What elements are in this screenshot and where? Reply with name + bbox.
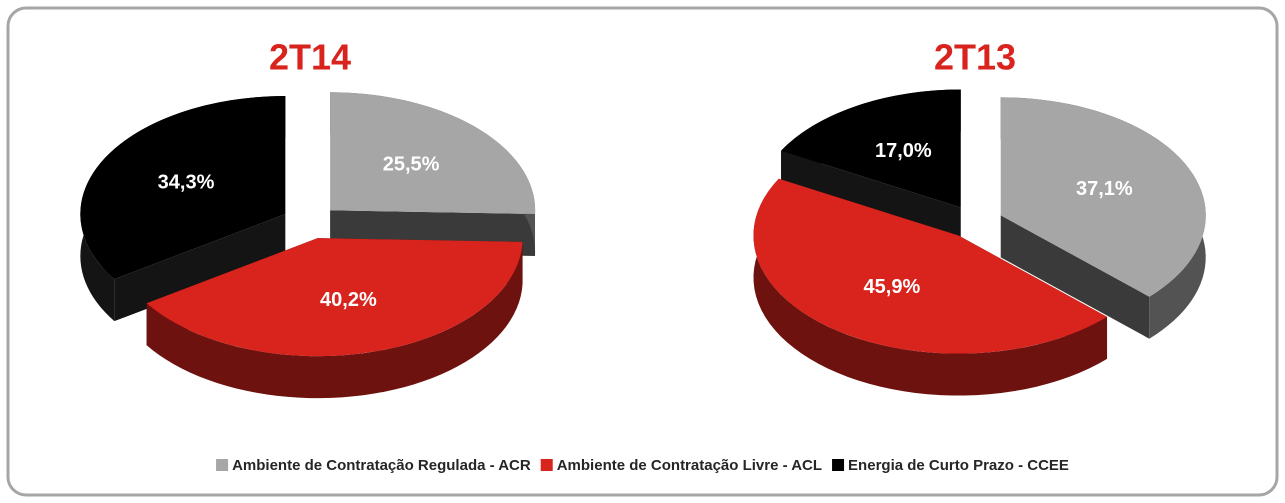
chart-title: 2T13 [934, 37, 1016, 78]
slice-rim [146, 241, 523, 399]
legend-label: Ambiente de Contratação Regulada - ACR [232, 457, 531, 474]
slice [146, 238, 523, 357]
slice-side [114, 214, 286, 322]
legend: Ambiente de Contratação Regulada - ACR Am… [216, 457, 1069, 474]
chart-title: 2T14 [269, 37, 351, 78]
slice [1000, 97, 1206, 297]
legend-swatch [832, 459, 845, 471]
slice-group [1000, 97, 1206, 339]
data-label: 25,5% [383, 153, 440, 175]
slice-group [753, 178, 1108, 396]
legend-swatch [216, 459, 229, 471]
data-label: 40,2% [320, 289, 377, 311]
legend-label: Energia de Curto Prazo - CCEE [848, 457, 1069, 474]
data-label: 45,9% [864, 276, 921, 298]
slice-rim [753, 178, 1108, 396]
legend-swatch [540, 459, 553, 471]
slice-group [146, 238, 523, 399]
slice [80, 96, 286, 280]
slice [753, 178, 1108, 354]
data-label: 37,1% [1076, 178, 1133, 200]
slice-side [1000, 215, 1150, 339]
slice [781, 89, 961, 208]
slice-group [80, 96, 286, 322]
slice [330, 92, 536, 215]
data-label: 34,3% [158, 172, 215, 194]
legend-label: Ambiente de Contratação Livre - ACL [557, 457, 822, 474]
data-label: 17,0% [875, 140, 932, 162]
